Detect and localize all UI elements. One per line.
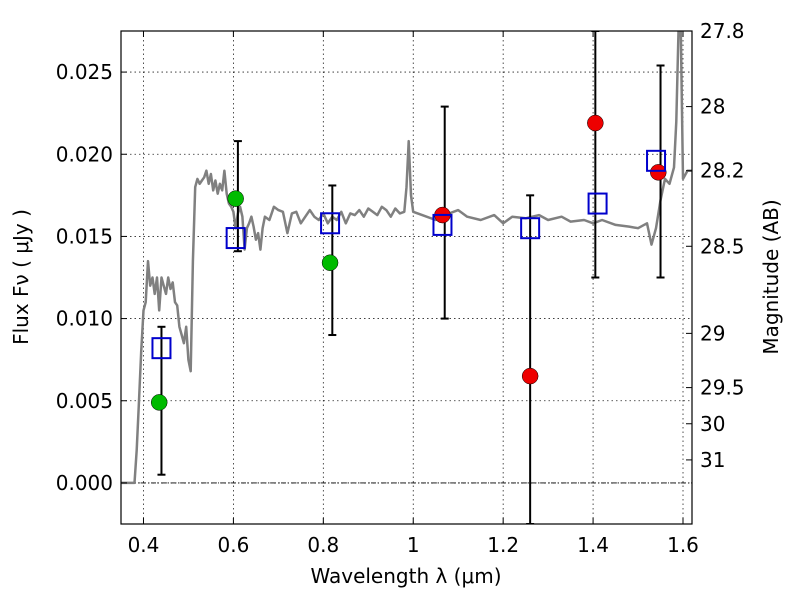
y-tick-label: 0.005 (56, 389, 113, 413)
y-tick-label: 0.010 (56, 307, 113, 331)
square-point (520, 217, 541, 240)
red-point (521, 367, 539, 385)
model-spectrum-line (121, 31, 692, 485)
x-tick-label: 1.4 (577, 533, 609, 557)
x-tick-label: 0.6 (217, 533, 249, 557)
x-tick-label: 1 (407, 533, 420, 557)
grid (121, 31, 692, 524)
green-point (227, 190, 244, 207)
right-axis-title: Magnitude (AB) (759, 199, 783, 354)
square-point (646, 149, 667, 172)
x-tick-label: 1.6 (667, 533, 699, 557)
y-tick-label: 0.020 (56, 142, 113, 166)
plot-frame (120, 30, 693, 525)
x-tick-label: 0.8 (307, 533, 339, 557)
square-point (320, 212, 341, 235)
right-tick-label: 29 (700, 321, 725, 345)
x-axis-title: Wavelength λ (μm) (310, 564, 501, 588)
y-axis-ticks: 0.000 0.005 0.010 0.015 0.020 0.025 (56, 60, 127, 495)
right-tick-label: 31 (700, 448, 725, 472)
right-tick-label: 30 (700, 412, 725, 436)
red-point (650, 164, 667, 181)
y-axis-title: Flux Fν ( μJy ) (9, 209, 33, 345)
green-point (150, 394, 168, 411)
right-tick-label: 27.8 (700, 19, 745, 43)
right-tick-label: 29.5 (700, 376, 745, 400)
right-tick-label: 28 (700, 95, 725, 119)
right-tick-label: 28.2 (700, 159, 745, 183)
square-point (587, 192, 608, 215)
square-point (151, 337, 172, 360)
right-tick-label: 28.5 (700, 234, 745, 258)
y-tick-label: 0.015 (56, 224, 113, 248)
square-point (432, 213, 453, 236)
x-axis-ticks: 0.4 0.6 0.8 1 1.2 1.4 1.6 (128, 31, 699, 557)
green-points (150, 190, 339, 411)
x-tick-label: 1.2 (487, 533, 519, 557)
x-tick-label: 0.4 (128, 533, 160, 557)
right-axis-ticks: 27.8 28 28.2 28.5 29 29.5 30 31 (686, 19, 745, 472)
green-point (321, 254, 339, 271)
square-point (225, 227, 246, 250)
y-tick-label: 0.000 (56, 471, 113, 495)
red-point (587, 114, 604, 132)
y-tick-label: 0.025 (56, 60, 113, 84)
blue-square-points (151, 149, 667, 360)
